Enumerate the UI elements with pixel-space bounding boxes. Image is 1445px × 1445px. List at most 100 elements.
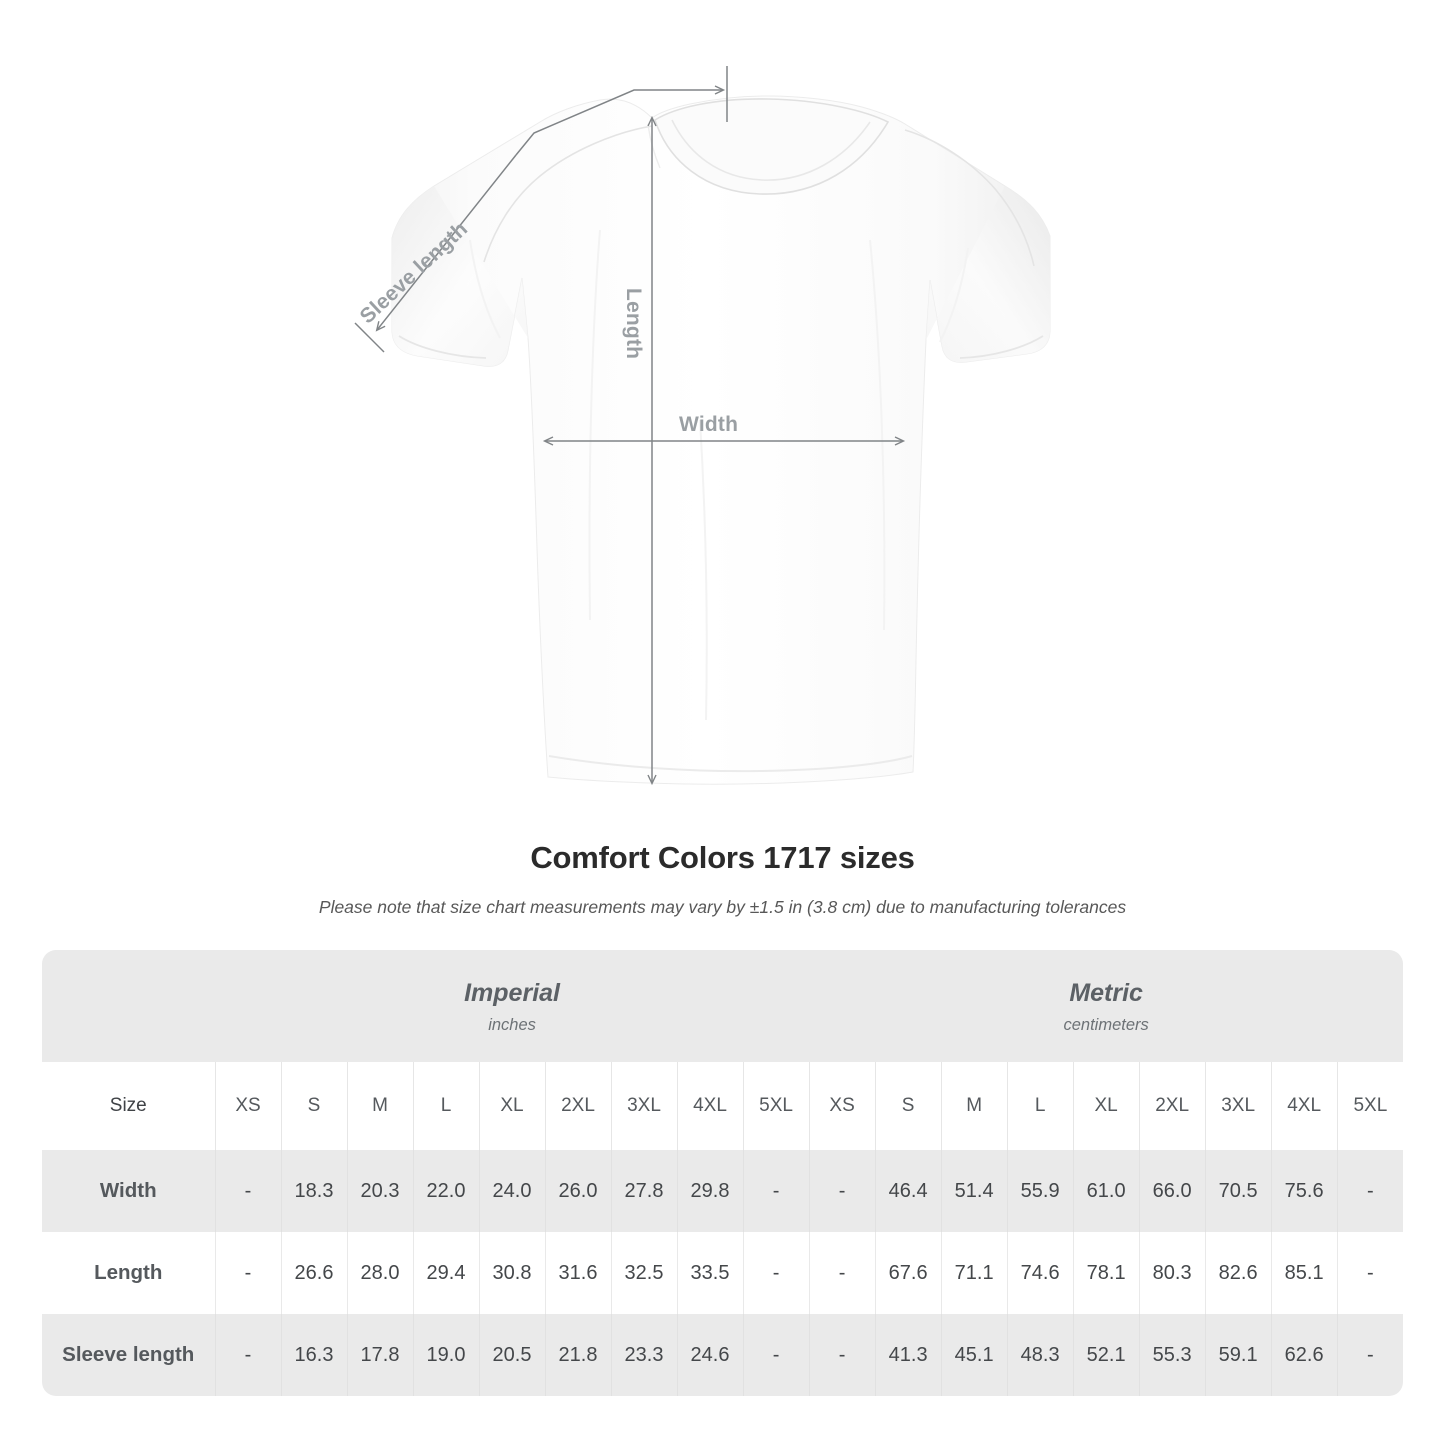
cell-length-4xl-cm: 85.1 [1270, 1232, 1338, 1314]
cell-width-s-cm: 46.4 [874, 1150, 942, 1232]
table-row: Sleeve length -16.3 17.8 19.0 20.5 21.8 23.3 24… [42, 1314, 1404, 1396]
cell-sleeve-length-4xl-cm: 62.6 [1270, 1314, 1338, 1396]
cell-width-s-in: 18.3 [280, 1150, 347, 1232]
shirt-garment [391, 95, 1051, 785]
cell-sleeve-length-4xl-in: 24.6 [676, 1314, 743, 1396]
cell-sleeve-length-5xl-cm: - [1336, 1314, 1404, 1396]
sleeve-guide-elbow [515, 85, 726, 156]
shirt-silhouette [391, 95, 1051, 785]
cell-width-3xl-cm: 70.5 [1204, 1150, 1272, 1232]
size-column-header: Size [42, 1062, 215, 1150]
cell-width-2xl-cm: 66.0 [1138, 1150, 1206, 1232]
measurement-guides [354, 66, 906, 786]
size-header-m-imperial: M [346, 1062, 413, 1150]
size-chart-table: Imperial inches Metric centimeters Size XS S M L… [42, 950, 1404, 1396]
row-header-sleeve-length: Sleeve length [42, 1314, 215, 1396]
shirt-collar-outer [654, 98, 890, 195]
cell-width-xs-cm: - [808, 1150, 876, 1232]
unit-group-imperial: Imperial inches [215, 950, 810, 1062]
cell-length-xs-cm: - [808, 1232, 876, 1314]
cell-width-3xl-in: 27.8 [610, 1150, 677, 1232]
cell-sleeve-length-s-cm: 41.3 [874, 1314, 942, 1396]
length-measurement-label: Length [622, 288, 645, 360]
cell-sleeve-length-3xl-cm: 59.1 [1204, 1314, 1272, 1396]
size-header-s-metric: S [874, 1062, 942, 1150]
size-header-5xl-metric: 5XL [1336, 1062, 1404, 1150]
cell-length-m-cm: 71.1 [940, 1232, 1008, 1314]
shirt-right-sleeve-hem [959, 335, 1044, 359]
cell-width-xs-in: - [214, 1150, 281, 1232]
unit-group-name: Metric [1069, 978, 1143, 1007]
cell-sleeve-length-xs-in: - [214, 1314, 281, 1396]
cell-sleeve-length-3xl-in: 23.3 [610, 1314, 677, 1396]
size-header-m-metric: M [940, 1062, 1008, 1150]
unit-banner-row: Imperial inches Metric centimeters [42, 950, 1404, 1062]
cell-width-l-in: 22.0 [412, 1150, 479, 1232]
tshirt-diagram-svg [354, 66, 1051, 786]
cell-sleeve-length-l-in: 19.0 [412, 1314, 479, 1396]
cell-width-5xl-in: - [742, 1150, 810, 1232]
cell-width-xl-in: 24.0 [478, 1150, 545, 1232]
shirt-left-shoulder-seam [483, 125, 653, 263]
unit-group-metric: Metric centimeters [809, 950, 1404, 1062]
size-header-2xl-metric: 2XL [1138, 1062, 1206, 1150]
size-header-xl-metric: XL [1072, 1062, 1140, 1150]
size-header-xl-imperial: XL [478, 1062, 545, 1150]
tshirt-illustration: Width Length Sleeve length [354, 66, 1051, 786]
sleeve-guide-end-tick [354, 322, 385, 353]
unit-group-name: Imperial [464, 978, 560, 1007]
cell-sleeve-length-5xl-in: - [742, 1314, 810, 1396]
sleeve-guide-line [375, 154, 517, 332]
cell-sleeve-length-m-in: 17.8 [346, 1314, 413, 1396]
cell-length-xs-in: - [214, 1232, 281, 1314]
shirt-fabric-folds [469, 229, 969, 721]
size-header-xs-metric: XS [808, 1062, 876, 1150]
cell-length-l-in: 29.4 [412, 1232, 479, 1314]
cell-sleeve-length-xl-cm: 52.1 [1072, 1314, 1140, 1396]
cell-length-s-cm: 67.6 [874, 1232, 942, 1314]
cell-length-xl-cm: 78.1 [1072, 1232, 1140, 1314]
cell-sleeve-length-s-in: 16.3 [280, 1314, 347, 1396]
cell-length-3xl-in: 32.5 [610, 1232, 677, 1314]
shirt-collar-inner [671, 119, 871, 181]
width-measurement-label: Width [679, 413, 739, 436]
size-header-4xl-metric: 4XL [1270, 1062, 1338, 1150]
size-header-xs-imperial: XS [214, 1062, 281, 1150]
cell-length-5xl-in: - [742, 1232, 810, 1314]
cell-length-2xl-in: 31.6 [544, 1232, 611, 1314]
cell-width-m-cm: 51.4 [940, 1150, 1008, 1232]
size-header-5xl-imperial: 5XL [742, 1062, 810, 1150]
size-header-l-imperial: L [412, 1062, 479, 1150]
size-header-4xl-imperial: 4XL [676, 1062, 743, 1150]
row-header-width: Width [42, 1150, 215, 1232]
title-block: Comfort Colors 1717 sizes Please note th… [0, 840, 1445, 918]
cell-length-5xl-cm: - [1336, 1232, 1404, 1314]
size-chart-table-wrap: Imperial inches Metric centimeters Size XS S M L… [42, 950, 1404, 1396]
unit-banner-spacer [42, 950, 215, 1062]
cell-sleeve-length-2xl-cm: 55.3 [1138, 1314, 1206, 1396]
cell-length-2xl-cm: 80.3 [1138, 1232, 1206, 1314]
cell-width-l-cm: 55.9 [1006, 1150, 1074, 1232]
shirt-right-sleeve [926, 186, 1050, 363]
cell-width-4xl-cm: 75.6 [1270, 1150, 1338, 1232]
cell-sleeve-length-xl-in: 20.5 [478, 1314, 545, 1396]
cell-length-s-in: 26.6 [280, 1232, 347, 1314]
shirt-right-shoulder-seam [904, 129, 1035, 267]
shirt-bottom-hem [548, 755, 913, 773]
size-header-row: Size XS S M L XL 2XL 3XL 4XL 5XL XS S M L XL 2XL 3XL 4XL 5… [42, 1062, 1404, 1150]
cell-length-l-cm: 74.6 [1006, 1232, 1074, 1314]
cell-width-4xl-in: 29.8 [676, 1150, 743, 1232]
tolerance-note: Please note that size chart measurements… [318, 897, 1127, 917]
table-row: Width -18.3 20.3 22.0 24.0 26.0 27.8 29.8- -46.4… [42, 1150, 1404, 1232]
cell-sleeve-length-xs-cm: - [808, 1314, 876, 1396]
cell-sleeve-length-l-cm: 48.3 [1006, 1314, 1074, 1396]
cell-width-m-in: 20.3 [346, 1150, 413, 1232]
size-header-l-metric: L [1006, 1062, 1074, 1150]
page-title: Comfort Colors 1717 sizes [530, 840, 915, 875]
unit-group-subtitle: inches [488, 1015, 536, 1034]
cell-width-xl-cm: 61.0 [1072, 1150, 1140, 1232]
cell-sleeve-length-m-cm: 45.1 [940, 1314, 1008, 1396]
unit-group-subtitle: centimeters [1063, 1015, 1149, 1034]
cell-sleeve-length-2xl-in: 21.8 [544, 1314, 611, 1396]
size-header-3xl-imperial: 3XL [610, 1062, 677, 1150]
